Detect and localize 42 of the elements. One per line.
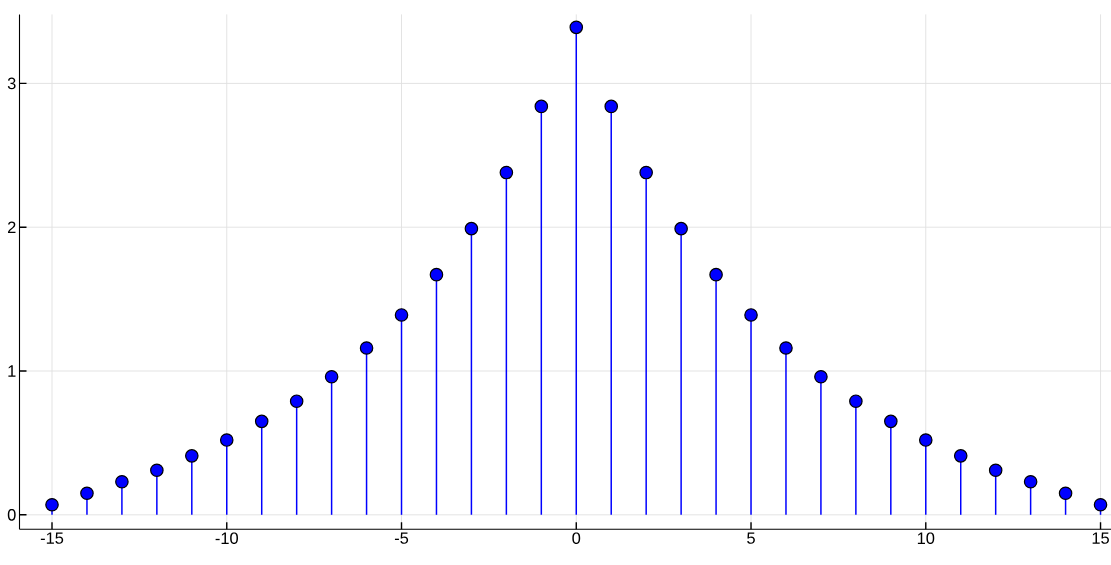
x-tick-label: -5 [394,532,409,544]
point [779,341,793,355]
point [569,20,584,35]
point [849,394,863,409]
point [534,99,549,114]
point [394,308,409,322]
point [744,308,758,322]
point [1093,497,1108,512]
y-tick-label: 2 [7,221,16,233]
point [115,474,129,489]
point [1023,474,1038,489]
point [289,394,304,409]
x-tick-label: 10 [917,532,935,545]
point [918,433,933,447]
x-tick-label: -10 [215,532,238,545]
point [464,221,479,236]
point [219,433,234,447]
point [429,267,444,282]
point [884,414,898,429]
point [604,99,619,114]
point [45,497,59,512]
y-tick-label: 0 [7,508,16,521]
point [988,463,1003,478]
y-tick-label: 3 [7,77,16,90]
x-tick-label: -15 [40,532,64,544]
y-tick-label: 1 [8,365,16,377]
point [1058,486,1073,501]
point [709,267,723,282]
point [150,463,164,478]
point [814,369,828,384]
x-tick-label: 0 [572,532,581,545]
point [499,165,514,180]
x-tick-label: 15 [1092,532,1109,544]
point [185,449,199,463]
x-tick-label: 5 [747,532,755,544]
point [953,449,968,463]
point [80,486,94,501]
point [639,165,653,180]
point [674,221,688,236]
point [254,414,269,429]
point [324,369,339,384]
point [359,341,374,355]
